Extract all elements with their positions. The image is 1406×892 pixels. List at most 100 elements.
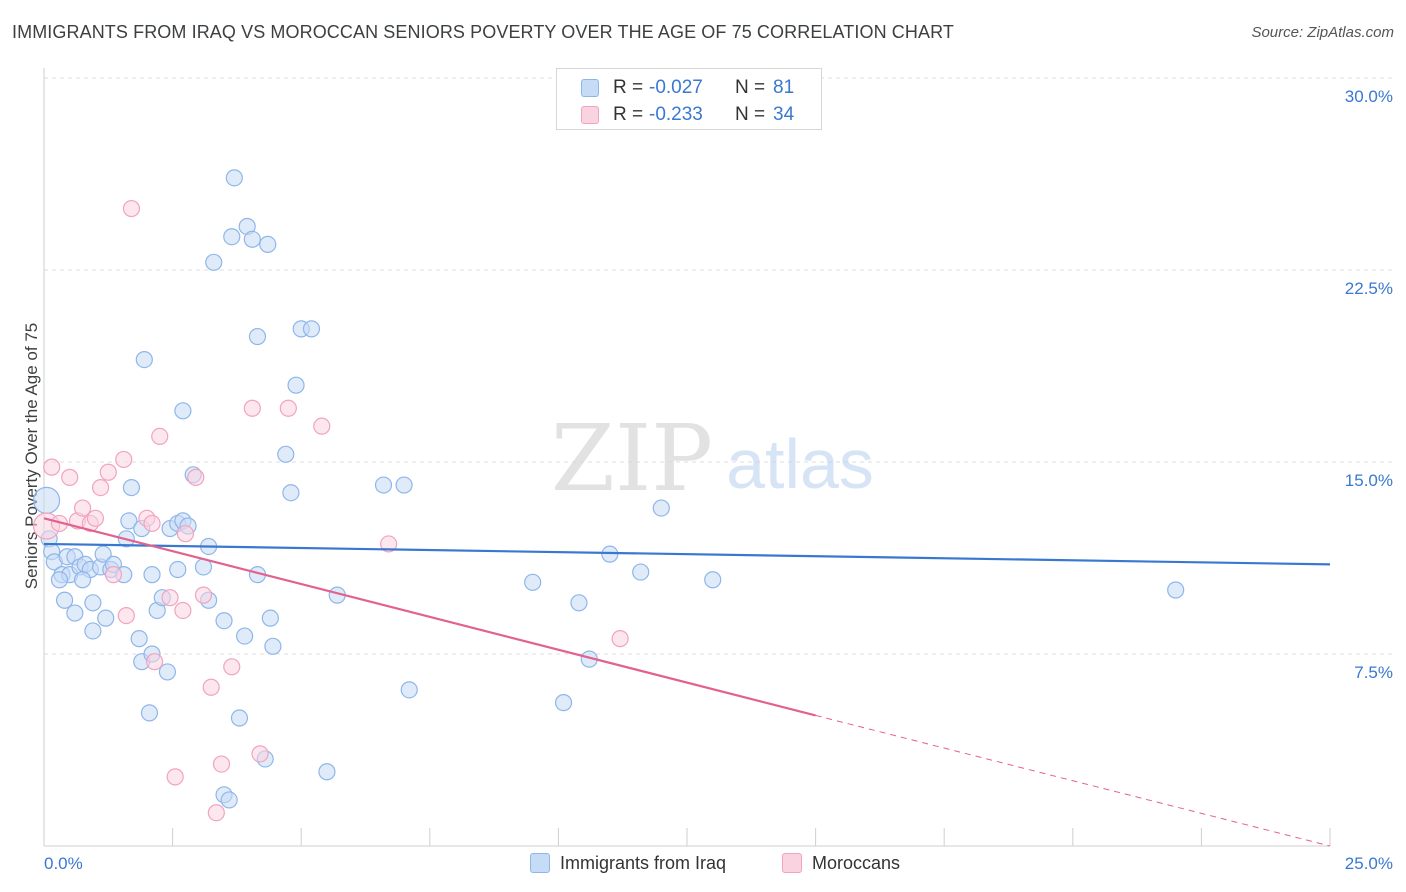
data-point	[187, 468, 205, 486]
data-point	[122, 479, 141, 497]
y-tick-label: 22.5%	[1345, 279, 1393, 298]
tick-labels: 7.5% 15.0% 22.5% 30.0% 0.0% 25.0%	[44, 87, 1393, 873]
stats-n-value: 81	[773, 77, 795, 98]
data-point	[158, 663, 177, 681]
data-point	[282, 484, 300, 502]
data-point	[143, 566, 161, 584]
data-point	[251, 745, 269, 763]
data-point	[122, 199, 141, 218]
data-point	[318, 763, 336, 781]
data-point	[380, 535, 398, 553]
data-point	[73, 499, 92, 517]
data-point	[145, 653, 164, 671]
data-point	[104, 566, 123, 584]
data-point	[176, 525, 195, 543]
legend-swatch-iraq	[530, 853, 550, 873]
data-point	[230, 709, 249, 727]
data-point	[143, 514, 161, 533]
data-point	[601, 545, 619, 563]
data-point	[207, 804, 225, 822]
stats-box: R = -0.027 N = 81 R = -0.233 N = 34	[556, 68, 822, 130]
trend-lines	[43, 517, 1331, 847]
data-point	[66, 604, 84, 622]
y-tick-label: 7.5%	[1354, 663, 1393, 682]
data-point	[84, 594, 102, 612]
stats-r-label: R =	[613, 77, 644, 98]
data-point	[236, 627, 254, 645]
watermark-atlas: atlas	[726, 425, 874, 503]
data-point	[115, 450, 133, 469]
data-point	[84, 622, 102, 640]
data-point	[97, 609, 115, 627]
data-point	[215, 612, 233, 630]
data-point	[611, 630, 629, 648]
series-moroccans-points	[32, 199, 629, 822]
stats-n-label: N =	[735, 77, 766, 98]
data-point	[374, 476, 393, 494]
y-tick-label: 15.0%	[1345, 471, 1393, 490]
trend-line	[43, 517, 816, 717]
data-point	[120, 512, 138, 530]
stats-r-label: R =	[613, 104, 644, 125]
data-point	[99, 463, 117, 481]
trend-line	[43, 542, 1331, 566]
data-point	[243, 230, 261, 248]
data-point	[169, 560, 187, 579]
gridlines	[44, 77, 1392, 655]
stats-swatch-iraq	[581, 79, 599, 97]
data-point	[135, 351, 153, 369]
data-point	[554, 694, 573, 712]
data-point	[313, 417, 331, 435]
data-point	[302, 320, 321, 338]
data-point	[400, 681, 418, 699]
data-point	[287, 376, 305, 394]
data-point	[223, 228, 241, 246]
legend-label-moroccans: Moroccans	[812, 853, 901, 873]
data-point	[243, 399, 261, 417]
data-point	[55, 591, 74, 609]
data-point	[259, 235, 277, 253]
data-point	[570, 594, 588, 612]
source-credit: Source: ZipAtlas.com	[1251, 24, 1394, 41]
axes	[43, 68, 1331, 847]
data-point	[220, 791, 238, 809]
watermark-zip: ZIP	[551, 405, 713, 512]
data-point	[174, 601, 192, 620]
data-point	[279, 399, 297, 417]
stats-swatch-moroccans	[581, 106, 599, 124]
data-point	[91, 479, 110, 497]
y-tick-label: 30.0%	[1345, 87, 1393, 106]
chart-title: IMMIGRANTS FROM IRAQ VS MOROCCAN SENIORS…	[12, 22, 954, 42]
data-point	[264, 637, 282, 655]
data-point	[61, 468, 79, 486]
data-point	[73, 571, 92, 589]
data-point	[223, 658, 241, 676]
data-point	[166, 768, 184, 786]
stats-n-value: 34	[773, 104, 795, 125]
data-point	[140, 704, 159, 722]
trend-line-extrapolated	[815, 714, 1331, 847]
data-point	[86, 509, 105, 527]
legend-swatch-moroccans	[782, 853, 802, 873]
data-point	[117, 606, 135, 625]
legend-label-iraq: Immigrants from Iraq	[560, 853, 727, 873]
data-point	[225, 169, 243, 187]
stats-r-value: -0.027	[649, 77, 703, 98]
data-point	[212, 755, 231, 773]
data-point	[161, 589, 179, 607]
data-point	[1167, 581, 1185, 599]
data-point	[395, 476, 413, 494]
data-point	[704, 571, 722, 589]
data-point	[130, 630, 148, 648]
data-point	[277, 445, 295, 463]
x-tick-label: 0.0%	[44, 854, 83, 873]
data-point	[43, 458, 61, 476]
data-point	[94, 545, 112, 563]
data-point	[50, 571, 69, 589]
data-point	[261, 609, 279, 627]
data-point	[632, 563, 650, 581]
data-point	[524, 573, 542, 591]
data-point	[205, 253, 223, 271]
data-point	[174, 402, 192, 420]
